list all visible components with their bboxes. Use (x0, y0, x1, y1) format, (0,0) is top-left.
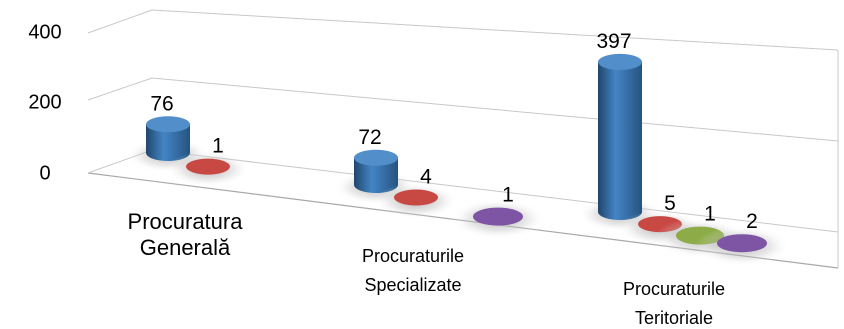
data-label: 5 (664, 192, 676, 215)
wall-top-edge (151, 9, 839, 51)
bar-top (186, 158, 230, 175)
bar-top (717, 234, 767, 253)
bar-top (598, 53, 642, 70)
y-tick-label: 200 (28, 91, 61, 113)
bar (146, 124, 190, 161)
data-label: 1 (212, 135, 224, 158)
data-label: 4 (420, 165, 432, 188)
category-label: Procuratura (128, 209, 244, 234)
y-axis: 0 200 400 (28, 21, 61, 184)
plot-area: 76 1 72 4 1 397 5 1 2 (126, 30, 790, 266)
category-label: Specializate (364, 275, 461, 295)
data-label: 2 (746, 210, 758, 233)
data-label: 1 (502, 184, 514, 207)
bar-top (354, 149, 398, 166)
y-tick-label: 0 (39, 162, 50, 184)
y-tick-label: 400 (28, 21, 61, 43)
data-label: 76 (150, 92, 173, 115)
category-label: Teritoriale (635, 308, 713, 328)
data-label: 1 (704, 203, 716, 226)
category-label: Generală (140, 235, 231, 260)
bar-top (394, 189, 438, 206)
gridline (151, 77, 839, 142)
bar-top (146, 116, 190, 133)
wall-top-left-edge (87, 9, 153, 34)
bar (598, 61, 642, 220)
bar-top (473, 207, 523, 226)
data-label: 72 (358, 126, 381, 149)
data-label: 397 (596, 30, 631, 53)
category-label: Procuraturile (623, 279, 725, 299)
floor-back-edge (151, 149, 839, 233)
category-label: Procuraturile (362, 246, 464, 266)
bar (354, 157, 398, 193)
gridline-left (87, 77, 153, 101)
